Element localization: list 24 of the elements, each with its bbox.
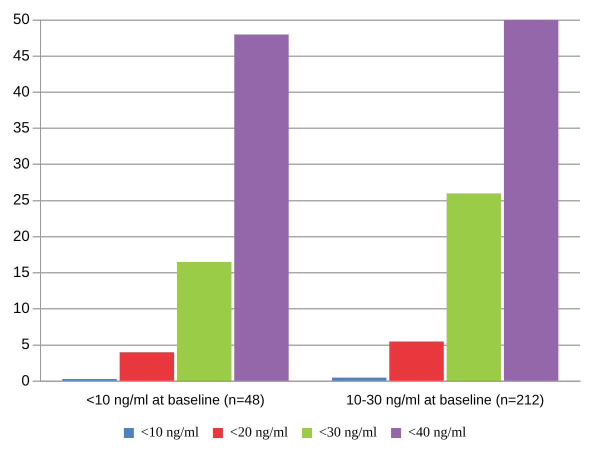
y-tick-label: 30 <box>12 156 30 173</box>
y-tick-label: 15 <box>12 264 30 281</box>
bar <box>389 341 444 380</box>
y-tick-label: 20 <box>12 228 30 245</box>
bar <box>504 20 558 380</box>
y-tick-label: 35 <box>12 120 30 136</box>
bar <box>234 34 289 380</box>
bar <box>176 262 232 380</box>
y-tick-label: 0 <box>21 372 30 390</box>
x-tick-label: 10-30 ng/ml at baseline (n=212) <box>346 391 544 408</box>
y-tick-label: 45 <box>12 47 30 64</box>
bar <box>120 352 174 380</box>
y-tick-label: 25 <box>12 192 30 209</box>
y-tick-label: 50 <box>12 11 30 28</box>
bar <box>332 378 386 380</box>
legend-label: <10 ng/ml <box>140 426 200 441</box>
y-tick-label: 10 <box>12 300 30 318</box>
y-tick-label: 5 <box>21 336 30 354</box>
y-tick-label: 40 <box>12 83 30 100</box>
legend-label: <20 ng/ml <box>230 426 288 441</box>
legend-label: <40 ng/ml <box>408 426 466 441</box>
bar <box>446 193 502 380</box>
legend-label: <30 ng/ml <box>319 426 378 441</box>
x-tick-label: <10 ng/ml at baseline (n=48) <box>86 391 265 408</box>
